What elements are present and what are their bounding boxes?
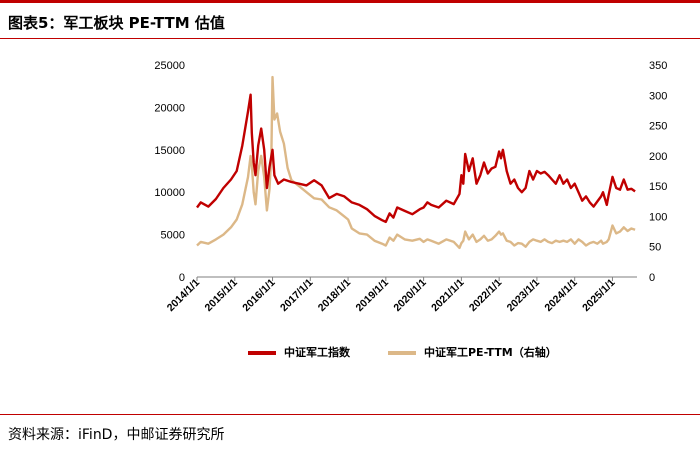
y-left-tick-label: 20000 [154,102,185,114]
y-right-tick-label: 250 [649,121,667,133]
x-tick-label: 2015/1/1 [203,277,240,314]
y-left-tick-label: 0 [179,272,185,284]
bottom-rule [0,414,700,415]
x-tick-label: 2021/1/1 [429,277,466,314]
x-tick-label: 2025/1/1 [580,277,617,314]
y-left-tick-label: 15000 [154,145,185,157]
chart-legend: 中证军工指数 中证军工PE-TTM（右轴） [0,344,700,364]
x-tick-label: 2019/1/1 [354,277,391,314]
x-tick-label: 2016/1/1 [240,277,277,314]
top-accent-rule [0,0,700,3]
y-left-tick-label: 5000 [161,230,185,242]
legend-swatch-pe [388,351,416,355]
legend-label-pe: 中证军工PE-TTM（右轴） [424,346,557,359]
x-tick-label: 2023/1/1 [505,277,542,314]
y-right-tick-label: 200 [649,151,667,163]
y-right-tick-label: 100 [649,211,667,223]
x-tick-label: 2018/1/1 [316,277,353,314]
title-bar: 图表5：军工板块 PE-TTM 估值 [0,8,700,38]
source-note: 资料来源：iFinD，中邮证券研究所 [8,427,225,443]
x-tick-label: 2017/1/1 [278,277,315,314]
line-chart: 0 5000 10000 15000 20000 25000 0 50 100 150 200 250… [154,60,667,314]
y-right-tick-label: 300 [649,90,667,102]
legend-label-index: 中证军工指数 [284,346,350,359]
title-rule [0,38,700,39]
figure-title: 图表5：军工板块 PE-TTM 估值 [8,14,225,32]
y-right-tick-label: 0 [649,272,655,284]
y-right-tick-label: 50 [649,242,661,254]
series-line-index [196,93,636,224]
series-line-pe [196,75,636,250]
x-tick-label: 2022/1/1 [467,277,504,314]
x-tick-label: 2024/1/1 [542,277,579,314]
y-right-tick-label: 150 [649,181,667,193]
x-tick-label: 2020/1/1 [391,277,428,314]
y-left-tick-label: 10000 [154,187,185,199]
y-right-tick-label: 350 [649,60,667,72]
y-left-tick-label: 25000 [154,60,185,72]
legend-swatch-index [248,351,276,355]
